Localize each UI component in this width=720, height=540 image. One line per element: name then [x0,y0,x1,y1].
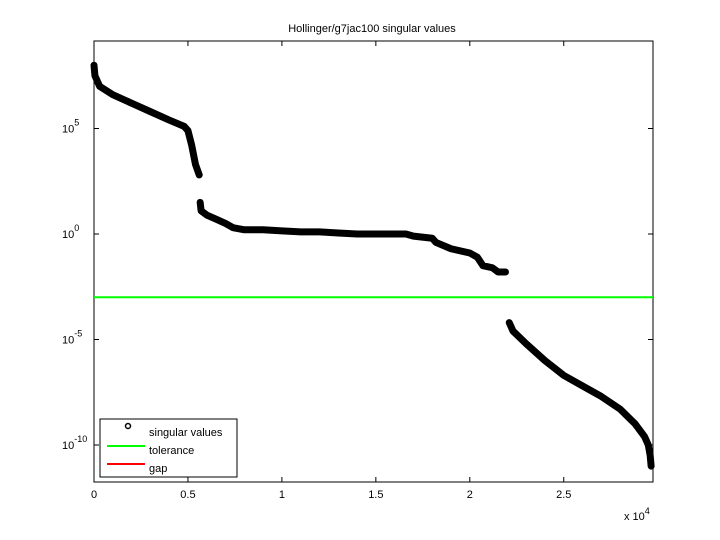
y-tick-label: 10-5 [62,329,82,347]
chart-title: Hollinger/g7jac100 singular values [288,23,456,35]
x-tick-label: 2 [467,489,473,501]
singular-values-segment [196,198,509,276]
legend-marker-singular-values-icon [124,422,132,430]
x-multiplier: x 104 [624,506,650,523]
legend-label-tolerance: tolerance [149,445,194,457]
y-tick-label: 105 [62,118,79,136]
axes-box [93,40,654,483]
x-tick-label: 1.5 [368,489,383,501]
y-tick-label: 10-10 [62,434,87,452]
x-tick-label: 1 [279,489,285,501]
x-tick-label: 2.5 [556,489,571,501]
plot-area [90,40,655,483]
legend-label-gap: gap [149,463,167,475]
x-axis: 0 0.5 1 1.5 2 2.5 [91,41,571,501]
y-axis: 105 100 10-5 10-10 [62,118,653,452]
legend: singular values tolerance gap [99,418,238,478]
legend-label-singular-values: singular values [149,427,223,439]
legend-box [99,418,238,478]
y-tick-label: 100 [62,223,79,241]
singular-values-segment [90,61,203,179]
x-tick-label: 0.5 [180,489,195,501]
x-tick-label: 0 [91,489,97,501]
